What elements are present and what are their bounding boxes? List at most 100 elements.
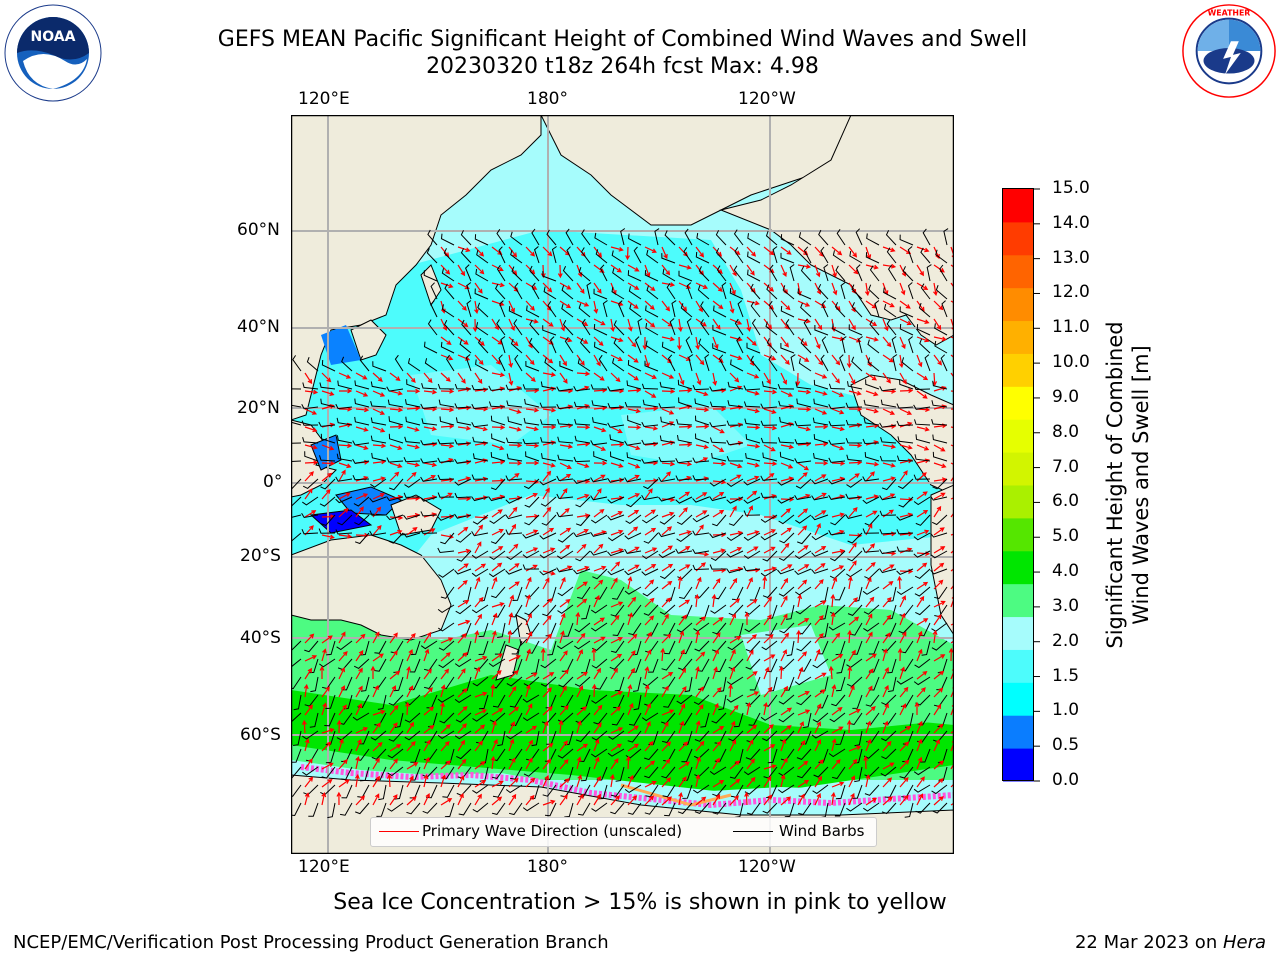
wave-direction-arrow [525, 564, 538, 572]
wind-barb [796, 694, 812, 706]
wave-direction-arrow [525, 246, 536, 257]
lon-label-bottom-120e: 120°E [298, 857, 350, 877]
wave-direction-arrow [338, 492, 351, 500]
wind-barb [851, 302, 863, 318]
wind-barb [915, 434, 931, 444]
wave-direction-arrow [865, 685, 873, 698]
wave-direction-arrow [899, 666, 906, 680]
wave-direction-arrow [932, 629, 938, 644]
svg-text:WEATHER: WEATHER [1208, 9, 1251, 18]
wind-barb [645, 323, 659, 336]
wave-direction-arrow [542, 672, 555, 680]
wind-barb [794, 458, 812, 464]
wind-barb [778, 694, 795, 705]
wave-direction-arrow [389, 670, 401, 680]
wind-barb [896, 568, 914, 575]
wind-barb [811, 514, 829, 521]
wave-direction-arrow [814, 492, 827, 500]
wave-direction-arrow [933, 614, 942, 626]
wave-direction-arrow [372, 793, 380, 806]
wave-direction-arrow [848, 473, 860, 482]
wind-barb [455, 712, 472, 723]
wave-direction-arrow [627, 596, 637, 608]
wave-direction-arrow [440, 372, 451, 382]
wind-barb [700, 712, 710, 728]
wave-direction-arrow [882, 684, 889, 698]
wind-barb [292, 355, 302, 372]
wave-direction-arrow [678, 599, 691, 608]
wave-direction-arrow [831, 632, 841, 644]
wave-direction-arrow [389, 444, 403, 451]
wave-direction-arrow [372, 443, 387, 449]
wave-direction-arrow [559, 372, 568, 384]
wave-direction-arrow [950, 584, 954, 590]
wave-direction-arrow [695, 336, 700, 351]
wave-direction-arrow [440, 264, 451, 275]
wind-barb [564, 336, 574, 354]
wave-direction-arrow [814, 372, 828, 379]
wind-barb [471, 531, 489, 537]
wave-direction-arrow [508, 706, 520, 716]
wind-barb [423, 341, 438, 354]
wave-direction-arrow [423, 668, 432, 680]
wind-barb [472, 514, 489, 525]
wave-direction-arrow [865, 264, 879, 270]
wave-direction-arrow [474, 655, 488, 662]
wind-barb [922, 228, 931, 246]
wind-barb [930, 495, 948, 501]
wind-barb [591, 604, 608, 614]
wind-barb [661, 766, 676, 779]
wind-barb [491, 433, 506, 444]
wave-direction-arrow [898, 354, 904, 369]
wind-barb [644, 270, 659, 282]
wave-direction-arrow [559, 630, 565, 644]
wave-direction-arrow [797, 525, 808, 536]
colorbar-band [1003, 353, 1034, 387]
wind-barb [879, 510, 897, 516]
wind-barb [478, 640, 489, 655]
wind-barb [811, 495, 829, 501]
wind-barb [627, 802, 642, 815]
wind-barb [726, 694, 744, 703]
wind-barb [760, 437, 778, 444]
wave-direction-arrow [321, 702, 327, 716]
wind-barb [624, 548, 642, 554]
wind-barb [828, 622, 846, 631]
wind-barb [388, 433, 404, 444]
wind-barb [930, 550, 948, 559]
wave-direction-arrow [321, 488, 331, 500]
wind-barb [727, 640, 744, 651]
wind-barb [625, 748, 642, 759]
wave-direction-arrow [610, 743, 623, 752]
wave-direction-arrow [763, 701, 769, 716]
wave-direction-arrow [847, 665, 853, 680]
wind-barb [566, 246, 574, 264]
wave-direction-arrow [474, 246, 485, 257]
wind-barb [586, 282, 592, 300]
wave-direction-arrow [729, 354, 743, 361]
wind-barb [291, 658, 302, 668]
wave-direction-arrow [678, 648, 685, 662]
wave-direction-arrow [627, 576, 633, 590]
wind-barb [831, 766, 846, 780]
wave-direction-arrow [354, 773, 360, 788]
wind-barb [591, 748, 608, 758]
wind-barb [847, 604, 863, 616]
wind-barb [372, 361, 387, 372]
wind-barb [686, 282, 693, 300]
wind-barb [489, 514, 506, 525]
colorbar-tick-label: 0.5 [1052, 735, 1080, 756]
wave-direction-arrow [744, 791, 750, 806]
wind-barb [803, 246, 812, 264]
wave-direction-arrow [695, 704, 704, 716]
wave-direction-arrow [627, 546, 640, 554]
wave-direction-arrow [576, 282, 585, 294]
wind-barb [765, 321, 778, 336]
wave-direction-arrow [678, 761, 690, 770]
wind-barb [852, 694, 863, 709]
wind-barb [580, 337, 591, 354]
wind-barb [607, 568, 625, 576]
wind-barb [510, 249, 523, 264]
wave-direction-arrow [746, 701, 752, 716]
wave-direction-arrow [797, 666, 804, 680]
